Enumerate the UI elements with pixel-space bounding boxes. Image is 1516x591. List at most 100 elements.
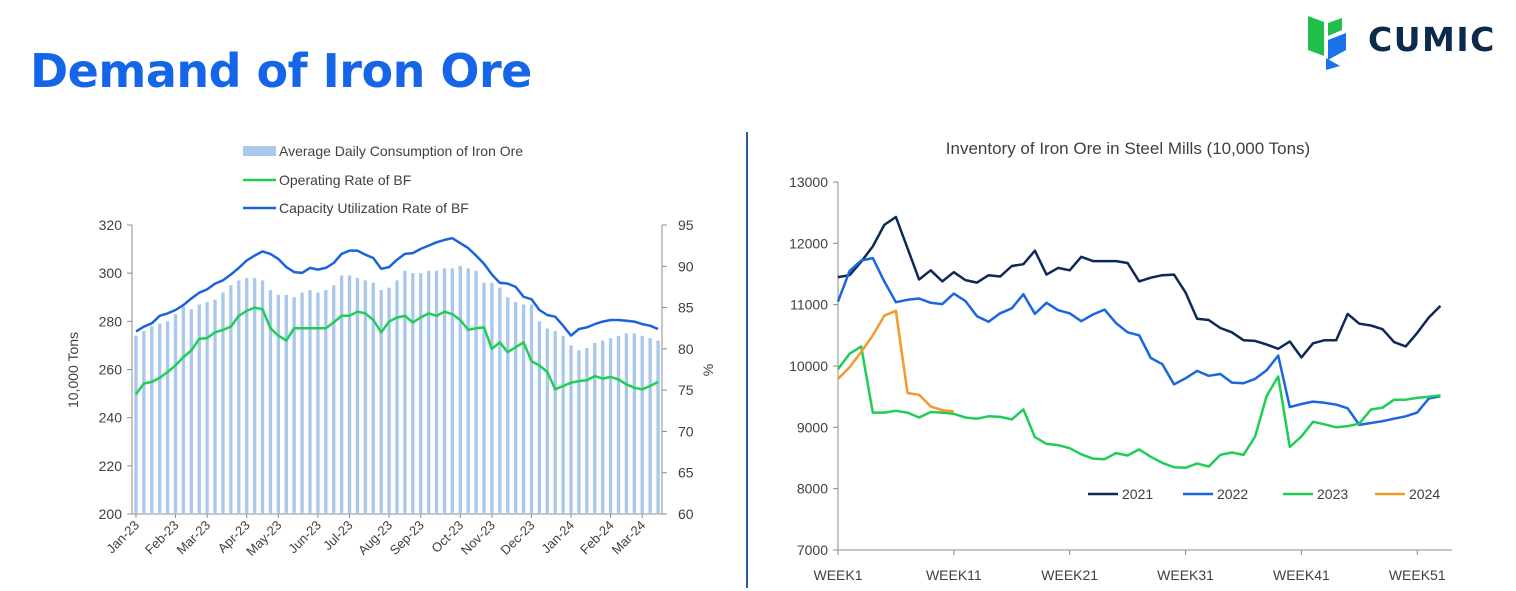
- left-chart: 200 220 240 260 280 300 320 60 65 70 75 80 85 90 95 10,…: [65, 143, 716, 559]
- left-y-axis-title: 10,000 Tons: [65, 332, 81, 408]
- right-y-tick-label: 75: [678, 382, 694, 398]
- consumption-bar: [419, 273, 423, 514]
- consumption-bar: [569, 345, 573, 514]
- legend-swatch-consumption: [243, 146, 276, 156]
- series-2023-line: [837, 345, 1441, 470]
- consumption-bar: [189, 309, 193, 514]
- consumption-bar: [513, 302, 518, 514]
- right-y-tick-label: 90: [678, 258, 694, 274]
- right-y-tick-label: 60: [678, 506, 694, 522]
- y-tick-label: 9000: [797, 419, 828, 435]
- consumption-bar: [490, 282, 494, 514]
- consumption-bar: [434, 270, 439, 514]
- right-y-tick-label: 80: [678, 341, 694, 357]
- consumption-bar: [458, 265, 462, 514]
- consumption-bar: [379, 290, 383, 514]
- consumption-bar: [426, 270, 431, 514]
- y-tick-label: 8000: [797, 481, 828, 497]
- right-y-tick-label: 85: [678, 300, 694, 316]
- legend-label: Average Daily Consumption of Iron Ore: [279, 143, 523, 159]
- consumption-bar: [474, 270, 478, 514]
- cumic-logo: CUMIC: [1306, 10, 1506, 70]
- y-tick-label: 11000: [790, 297, 828, 313]
- left-y-tick-label: 220: [99, 458, 123, 474]
- left-y-tick-label: 240: [99, 410, 123, 426]
- page-title: Demand of Iron Ore: [30, 44, 532, 98]
- panel-divider: [746, 132, 748, 588]
- x-tick-label: WEEK11: [926, 567, 982, 583]
- series-2024-line: [837, 309, 954, 413]
- x-tick-label: WEEK41: [1273, 567, 1330, 583]
- consumption-bar: [411, 273, 415, 514]
- consumption-bar: [237, 280, 241, 514]
- consumption-bar: [355, 277, 360, 514]
- legend-label: 2022: [1217, 486, 1248, 502]
- consumption-bar: [442, 268, 447, 514]
- consumption-bar: [608, 338, 613, 514]
- consumption-bar: [134, 335, 138, 514]
- consumption-bar: [640, 335, 644, 514]
- consumption-bar: [284, 294, 288, 514]
- left-y-tick-label: 300: [99, 265, 123, 281]
- consumption-bar: [150, 326, 154, 514]
- consumption-bar: [632, 333, 636, 514]
- consumption-bar: [585, 347, 589, 514]
- left-y-tick-label: 280: [99, 313, 123, 329]
- consumption-bar: [197, 304, 201, 514]
- consumption-bar: [165, 321, 170, 514]
- consumption-bar: [577, 350, 581, 514]
- y-tick-label: 7000: [797, 542, 828, 558]
- left-y-tick-label: 320: [99, 217, 123, 233]
- consumption-bar: [521, 304, 526, 514]
- consumption-bar: [332, 285, 336, 514]
- consumption-bar: [656, 340, 660, 514]
- consumption-bar: [339, 275, 344, 514]
- consumption-bar: [648, 338, 652, 514]
- right-y-tick-label: 65: [678, 465, 694, 481]
- consumption-bar: [221, 292, 225, 514]
- left-y-tick-label: 260: [99, 362, 123, 378]
- legend-label: Capacity Utilization Rate of BF: [279, 200, 469, 216]
- legend-label: 2021: [1122, 486, 1153, 502]
- capacity-utilization-line: [135, 236, 659, 337]
- x-tick-label: WEEK21: [1041, 567, 1098, 583]
- x-tick-label: WEEK51: [1389, 567, 1446, 583]
- consumption-bar: [245, 277, 249, 514]
- consumption-bar: [205, 302, 209, 514]
- consumption-bar: [173, 314, 178, 514]
- consumption-bar: [252, 277, 257, 514]
- consumption-bar: [213, 299, 217, 514]
- consumption-bar: [316, 292, 320, 514]
- consumption-bar: [482, 282, 486, 514]
- cumic-logo-icon: [1308, 16, 1346, 70]
- consumption-bar: [181, 306, 186, 514]
- consumption-bar: [300, 292, 304, 514]
- consumption-bar: [292, 297, 296, 514]
- right-y-axis-title: %: [700, 364, 716, 376]
- x-tick-label: WEEK31: [1157, 567, 1214, 583]
- consumption-bar: [363, 280, 368, 514]
- consumption-bar: [395, 280, 399, 514]
- y-tick-label: 13000: [789, 174, 828, 190]
- consumption-bar: [142, 330, 146, 514]
- series-2022-line: [836, 256, 1441, 427]
- consumption-bar: [324, 290, 328, 514]
- left-y-tick-label: 200: [99, 506, 123, 522]
- legend-label: 2024: [1409, 486, 1440, 502]
- consumption-bar: [260, 280, 265, 514]
- consumption-bar: [545, 328, 549, 514]
- consumption-bar: [276, 294, 281, 514]
- brand-name: CUMIC: [1368, 20, 1496, 59]
- consumption-bar: [616, 335, 621, 514]
- consumption-bar: [506, 297, 510, 514]
- consumption-bar: [498, 287, 502, 514]
- right-y-tick-label: 95: [678, 217, 694, 233]
- consumption-bar: [529, 304, 534, 514]
- consumption-bar: [553, 330, 557, 514]
- y-tick-label: 10000: [789, 358, 828, 374]
- consumption-bar: [347, 275, 352, 514]
- legend-label: 2023: [1317, 486, 1348, 502]
- consumption-bar: [268, 290, 273, 514]
- consumption-bar: [601, 340, 605, 514]
- consumption-bar: [403, 270, 407, 514]
